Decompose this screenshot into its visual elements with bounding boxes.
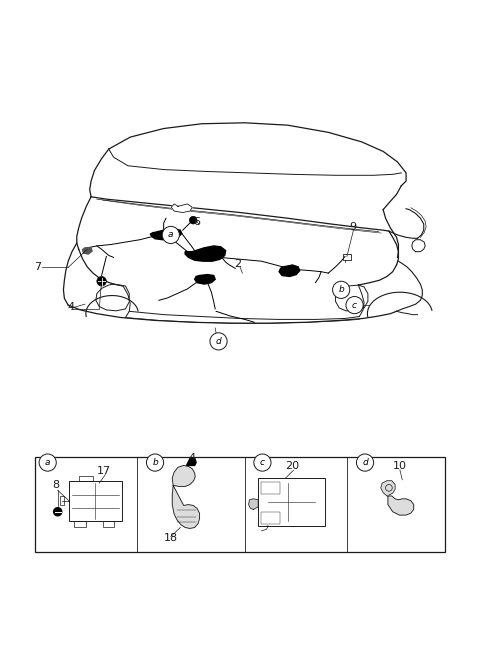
Text: 20: 20 bbox=[286, 461, 300, 472]
Text: c: c bbox=[352, 300, 357, 310]
Circle shape bbox=[39, 454, 56, 471]
Circle shape bbox=[97, 276, 107, 286]
Circle shape bbox=[254, 454, 271, 471]
Text: 17: 17 bbox=[97, 466, 111, 476]
Text: 4: 4 bbox=[189, 453, 196, 462]
Bar bbox=[69, 481, 121, 522]
Polygon shape bbox=[83, 248, 92, 254]
Text: b: b bbox=[152, 458, 158, 467]
Circle shape bbox=[333, 281, 350, 298]
Polygon shape bbox=[185, 246, 226, 261]
Text: a: a bbox=[168, 230, 174, 239]
Circle shape bbox=[53, 507, 62, 516]
Polygon shape bbox=[195, 275, 215, 284]
Text: d: d bbox=[362, 458, 368, 467]
Polygon shape bbox=[187, 458, 196, 466]
Circle shape bbox=[357, 454, 373, 471]
Text: 8: 8 bbox=[53, 480, 60, 491]
Polygon shape bbox=[381, 481, 395, 496]
Bar bbox=[35, 457, 445, 552]
Text: a: a bbox=[45, 458, 50, 467]
Polygon shape bbox=[279, 265, 300, 276]
Bar bbox=[258, 478, 325, 526]
Polygon shape bbox=[171, 204, 192, 213]
Text: c: c bbox=[260, 458, 265, 467]
Text: 6: 6 bbox=[193, 217, 201, 227]
Bar bbox=[343, 254, 351, 260]
Polygon shape bbox=[150, 229, 182, 239]
Polygon shape bbox=[249, 499, 258, 509]
Bar bbox=[261, 512, 280, 523]
Text: d: d bbox=[216, 337, 221, 346]
Circle shape bbox=[162, 226, 180, 243]
Bar bbox=[60, 495, 64, 505]
Bar bbox=[74, 522, 86, 527]
Circle shape bbox=[346, 297, 363, 314]
Polygon shape bbox=[172, 485, 199, 529]
Text: 2: 2 bbox=[234, 258, 241, 268]
Text: 10: 10 bbox=[393, 461, 407, 472]
Circle shape bbox=[210, 333, 227, 350]
Text: 4: 4 bbox=[67, 302, 74, 312]
Text: 9: 9 bbox=[349, 222, 356, 232]
Circle shape bbox=[190, 216, 197, 224]
Text: 7: 7 bbox=[34, 262, 41, 272]
Bar bbox=[103, 522, 115, 527]
Text: 18: 18 bbox=[164, 533, 178, 543]
Polygon shape bbox=[172, 466, 195, 487]
Bar bbox=[261, 482, 280, 493]
Text: b: b bbox=[338, 285, 344, 295]
Bar bbox=[79, 476, 93, 481]
Circle shape bbox=[146, 454, 164, 471]
Polygon shape bbox=[388, 496, 414, 515]
